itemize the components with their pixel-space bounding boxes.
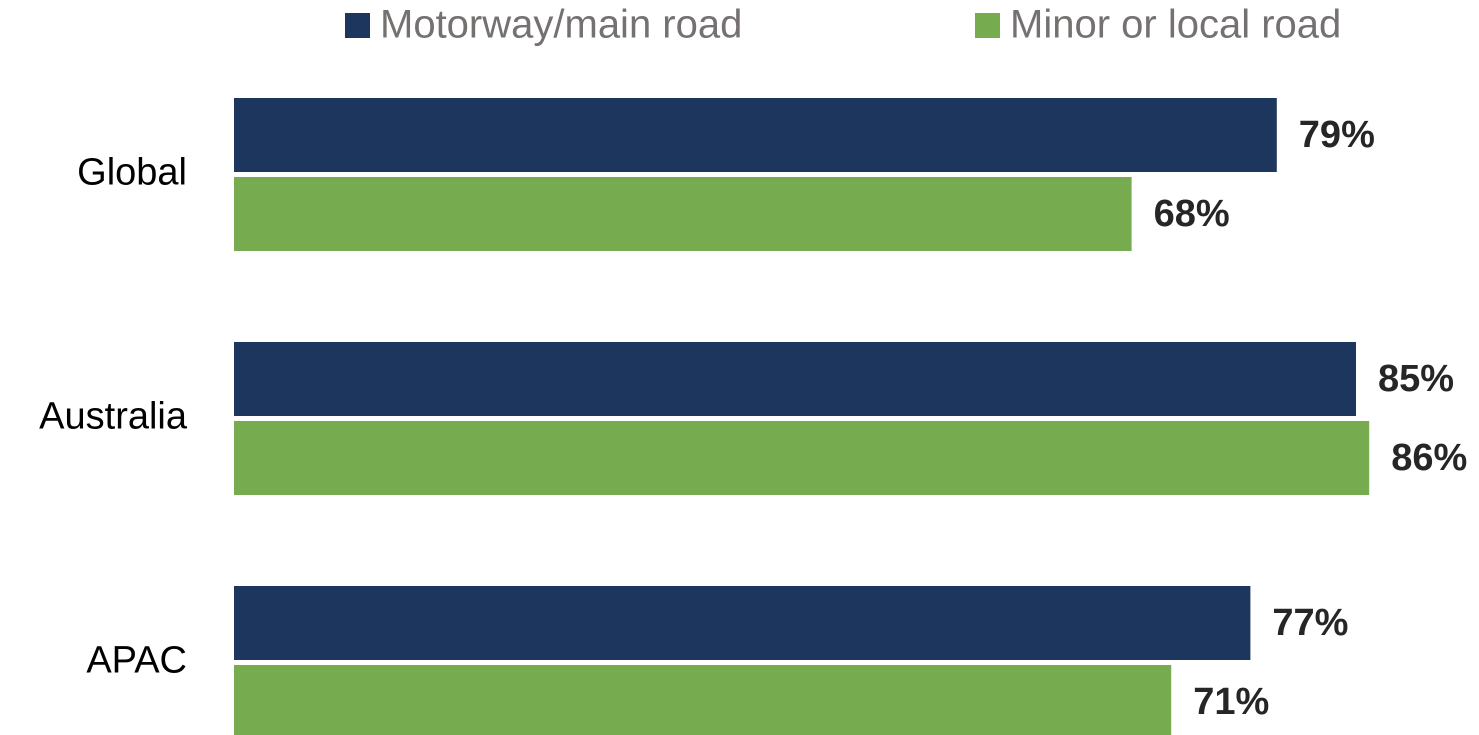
- category-label: Australia: [39, 396, 188, 438]
- value-label: 68%: [1154, 193, 1230, 235]
- value-label: 77%: [1272, 602, 1348, 644]
- bar: [234, 177, 1132, 251]
- category-label: Global: [77, 152, 187, 194]
- bar: [234, 586, 1251, 660]
- category-label: APAC: [86, 640, 187, 682]
- bar: [234, 98, 1277, 172]
- value-label: 79%: [1299, 114, 1375, 156]
- legend-swatch: [345, 13, 370, 38]
- value-label: 71%: [1193, 681, 1269, 723]
- legend-label: Minor or local road: [1010, 3, 1341, 47]
- legend-swatch: [975, 13, 1000, 38]
- bar: [234, 421, 1370, 495]
- value-label: 86%: [1391, 437, 1467, 479]
- bar: [234, 342, 1356, 416]
- bar: [234, 665, 1172, 735]
- legend-label: Motorway/main road: [380, 3, 742, 47]
- value-label: 85%: [1378, 358, 1454, 400]
